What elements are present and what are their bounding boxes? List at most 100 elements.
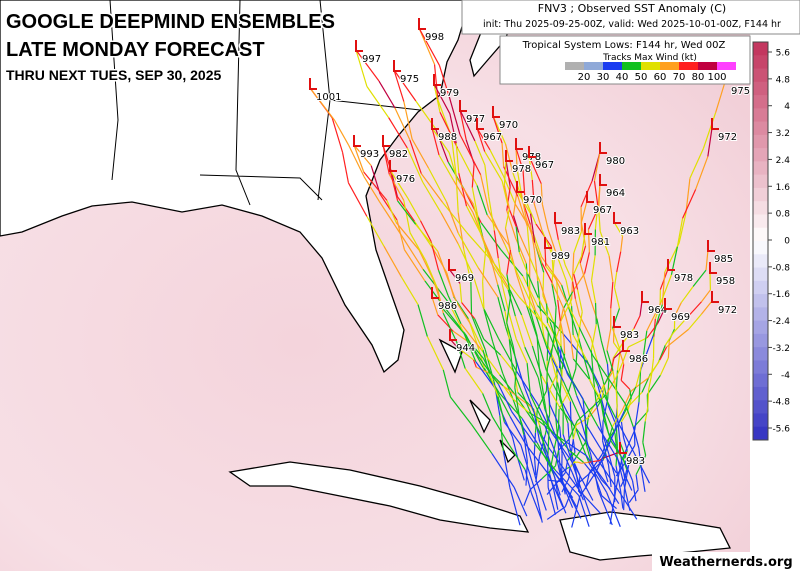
track-segment bbox=[520, 390, 533, 417]
track-segment bbox=[578, 432, 601, 464]
track-segment bbox=[428, 167, 447, 203]
colorbar-label: 4.8 bbox=[776, 75, 791, 85]
colorbar-cell bbox=[753, 241, 768, 255]
track-segment bbox=[646, 302, 662, 331]
track-segment bbox=[642, 421, 646, 443]
track-segment bbox=[537, 377, 546, 410]
track-segment bbox=[389, 169, 409, 199]
track-segment bbox=[503, 166, 519, 197]
track-segment bbox=[536, 390, 547, 411]
track-segment bbox=[456, 346, 474, 361]
track-segment bbox=[588, 406, 598, 418]
colorbar-cell bbox=[753, 360, 768, 375]
track-segment bbox=[559, 321, 562, 349]
track-segment bbox=[664, 332, 674, 346]
track-segment bbox=[453, 180, 474, 213]
track-segment bbox=[471, 187, 479, 218]
track-segment bbox=[480, 222, 502, 250]
track-segment bbox=[383, 245, 402, 277]
track-segment bbox=[504, 228, 512, 251]
track-segment bbox=[411, 138, 430, 169]
track-segment bbox=[572, 273, 586, 292]
track-segment bbox=[642, 330, 648, 362]
low-marker bbox=[586, 191, 594, 203]
colorbar-label: -4.8 bbox=[772, 398, 790, 408]
colorbar-label: 4 bbox=[784, 102, 790, 112]
track-segment bbox=[541, 263, 553, 283]
track-segment bbox=[579, 263, 586, 280]
track-segment bbox=[388, 117, 408, 149]
track-segment bbox=[469, 323, 484, 351]
track-segment bbox=[516, 169, 522, 192]
track-segment bbox=[555, 251, 567, 281]
colorbar-cell bbox=[753, 333, 768, 348]
low-pressure: 981 bbox=[591, 237, 610, 248]
land bbox=[0, 0, 732, 561]
low-marker bbox=[433, 74, 441, 86]
track-segment bbox=[347, 144, 365, 178]
track-segment bbox=[472, 359, 477, 368]
track-segment bbox=[353, 144, 365, 173]
track-segment bbox=[457, 232, 479, 268]
colorbar-cell bbox=[753, 148, 768, 162]
track-segment bbox=[465, 205, 481, 233]
track-segment bbox=[602, 392, 617, 419]
track-segment bbox=[628, 337, 648, 348]
colorbar-cell bbox=[753, 174, 768, 189]
track-segment bbox=[601, 384, 606, 399]
track-segment bbox=[528, 454, 538, 482]
wind-tick: 30 bbox=[597, 72, 610, 83]
track-segment bbox=[601, 479, 611, 490]
title-line: LATE MONDAY FORECAST bbox=[6, 39, 265, 61]
track-segment bbox=[397, 200, 417, 225]
low-pressure: 978 bbox=[674, 273, 693, 284]
wind-swatch bbox=[584, 62, 603, 70]
track-segment bbox=[544, 246, 547, 267]
wind-swatch bbox=[622, 62, 641, 70]
track-segment bbox=[556, 279, 559, 300]
track-segment bbox=[437, 269, 449, 297]
low-pressure: 997 bbox=[362, 54, 381, 65]
track-segment bbox=[546, 506, 566, 520]
track-segment bbox=[607, 464, 612, 488]
low-pressure: 1001 bbox=[316, 92, 341, 103]
track-segment bbox=[572, 358, 590, 380]
track-segment bbox=[471, 163, 475, 188]
track-segment bbox=[460, 323, 482, 350]
track-segment bbox=[513, 487, 528, 517]
low-pressure: 979 bbox=[440, 88, 459, 99]
low-marker bbox=[641, 291, 649, 303]
low-marker bbox=[355, 40, 363, 52]
panel-title: FNV3 ; Observed SST Anomaly (C) bbox=[538, 2, 726, 15]
track-segment bbox=[476, 185, 488, 216]
track-segment bbox=[688, 301, 702, 316]
track-segment bbox=[597, 425, 619, 460]
track-segment bbox=[567, 306, 579, 336]
track-segment bbox=[596, 398, 603, 408]
track-segment bbox=[548, 450, 555, 475]
track-segment bbox=[659, 346, 668, 361]
track-segment bbox=[435, 128, 449, 163]
track-segment bbox=[462, 331, 477, 362]
track-segment bbox=[554, 472, 566, 486]
track-segment bbox=[546, 303, 549, 323]
track-segment bbox=[403, 200, 411, 233]
track-segment bbox=[497, 258, 503, 286]
track-segment bbox=[599, 446, 618, 474]
track-segment bbox=[551, 283, 557, 308]
track-segment bbox=[615, 425, 618, 447]
track-segment bbox=[615, 461, 626, 477]
colorbar-label: 1.6 bbox=[776, 183, 791, 193]
track-segment bbox=[355, 49, 380, 82]
track-segment bbox=[584, 423, 601, 448]
colorbar-cell bbox=[753, 307, 768, 322]
panel-init: init: Thu 2025-09-25-00Z, valid: Wed 202… bbox=[483, 19, 781, 30]
track-segment bbox=[546, 348, 565, 382]
low-pressure: 969 bbox=[455, 273, 474, 284]
track-segment bbox=[455, 143, 460, 174]
track-segment bbox=[589, 365, 604, 393]
track-segment bbox=[363, 176, 381, 203]
track-segment bbox=[546, 382, 551, 405]
track-segment bbox=[547, 473, 564, 508]
